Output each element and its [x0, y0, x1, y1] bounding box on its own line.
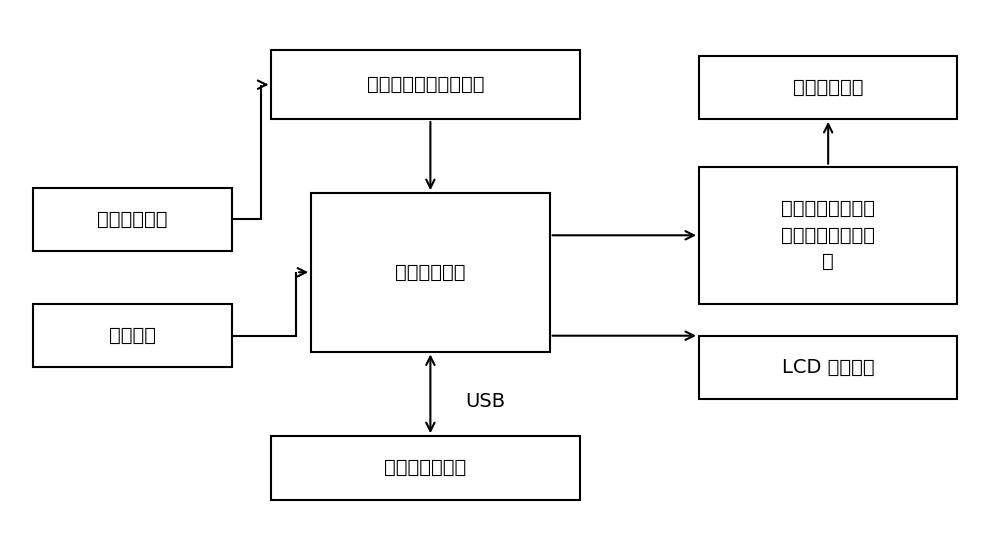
FancyBboxPatch shape [699, 56, 957, 119]
FancyBboxPatch shape [33, 304, 232, 367]
Text: 双级缓冲稳压输入模块: 双级缓冲稳压输入模块 [367, 75, 484, 94]
Text: 电源转换模块: 电源转换模块 [97, 210, 167, 229]
Text: USB: USB [465, 392, 505, 411]
Text: 上位机控制程序: 上位机控制程序 [384, 458, 467, 477]
Text: 多参数基准高精度
数字化电压转换单
元: 多参数基准高精度 数字化电压转换单 元 [781, 199, 875, 271]
Text: 温控输出单元: 温控输出单元 [793, 78, 863, 97]
Text: LCD 显示单元: LCD 显示单元 [782, 358, 874, 377]
FancyBboxPatch shape [271, 50, 580, 119]
FancyBboxPatch shape [699, 167, 957, 304]
FancyBboxPatch shape [33, 188, 232, 251]
FancyBboxPatch shape [699, 336, 957, 399]
Text: 中央控制单元: 中央控制单元 [395, 263, 466, 282]
FancyBboxPatch shape [311, 193, 550, 351]
FancyBboxPatch shape [271, 436, 580, 499]
Text: 控制面板: 控制面板 [109, 326, 156, 345]
